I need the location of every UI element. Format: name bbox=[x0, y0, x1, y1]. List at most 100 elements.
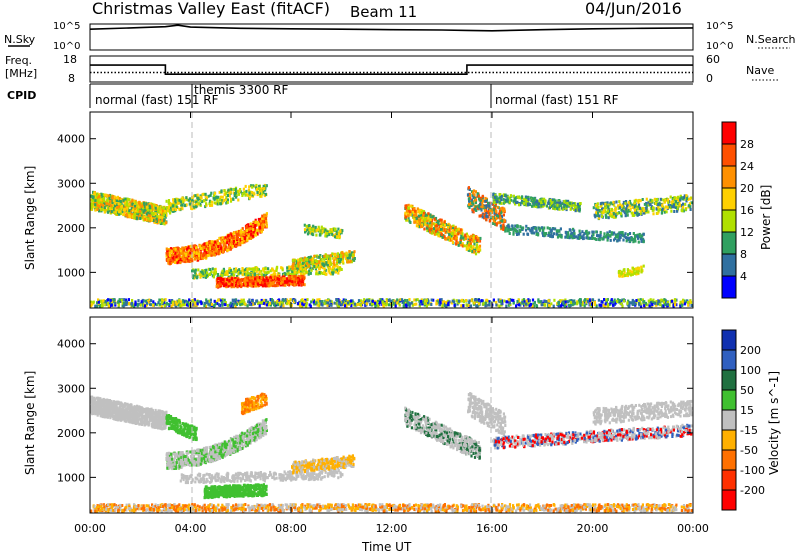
nsky-tick-bottom: 10^0 bbox=[53, 41, 80, 52]
data-cell bbox=[336, 259, 339, 263]
nsearch-label: N.Search bbox=[746, 33, 796, 46]
data-cell bbox=[609, 238, 612, 242]
beam-label: Beam 11 bbox=[350, 3, 417, 21]
data-cell bbox=[250, 225, 253, 229]
data-cell bbox=[337, 232, 340, 236]
data-cell bbox=[235, 269, 238, 273]
data-cell bbox=[108, 193, 112, 197]
data-cell bbox=[219, 278, 222, 282]
data-cell bbox=[435, 226, 438, 230]
data-cell bbox=[569, 228, 572, 232]
data-cell bbox=[238, 229, 241, 233]
data-cell bbox=[108, 196, 111, 200]
data-cell bbox=[291, 283, 294, 287]
data-cell bbox=[621, 204, 624, 208]
data-cell bbox=[144, 218, 147, 221]
data-cell bbox=[437, 230, 440, 234]
data-cell bbox=[126, 209, 130, 212]
nsky-label: N.Sky bbox=[4, 33, 36, 46]
data-cell bbox=[269, 283, 273, 287]
data-cell bbox=[448, 224, 451, 228]
data-cell bbox=[224, 278, 228, 282]
data-cell bbox=[671, 200, 674, 204]
data-cell bbox=[186, 247, 189, 251]
data-cell bbox=[228, 194, 231, 198]
data-cell bbox=[598, 237, 601, 241]
data-cell bbox=[440, 233, 443, 236]
data-cell bbox=[194, 268, 197, 272]
data-cell bbox=[193, 250, 196, 254]
data-cell bbox=[218, 282, 221, 286]
data-cell bbox=[553, 232, 556, 236]
data-cell bbox=[605, 206, 608, 210]
data-cell bbox=[556, 235, 560, 239]
data-cell bbox=[145, 212, 148, 216]
data-cell bbox=[174, 251, 177, 255]
data-cell bbox=[195, 251, 198, 255]
data-cell bbox=[569, 207, 572, 211]
data-cell bbox=[317, 272, 320, 276]
data-cell bbox=[567, 233, 570, 237]
data-cell bbox=[199, 251, 202, 255]
data-cell bbox=[512, 230, 515, 234]
data-cell bbox=[203, 249, 206, 253]
data-cell bbox=[550, 229, 553, 233]
data-cell bbox=[131, 208, 135, 212]
data-cell bbox=[175, 203, 178, 207]
data-cell bbox=[273, 269, 276, 273]
data-cell bbox=[338, 256, 341, 259]
data-cell bbox=[131, 213, 134, 217]
data-cell bbox=[258, 226, 261, 230]
data-cell bbox=[431, 222, 434, 226]
data-cell bbox=[196, 275, 199, 279]
data-cell bbox=[206, 273, 209, 277]
data-cell bbox=[468, 243, 471, 247]
data-cell bbox=[407, 216, 410, 220]
data-cell bbox=[210, 203, 214, 207]
data-cell bbox=[318, 260, 321, 264]
data-cell bbox=[191, 259, 194, 263]
data-cell bbox=[457, 243, 460, 247]
data-cell bbox=[298, 280, 301, 284]
data-cell bbox=[253, 269, 256, 273]
data-cell bbox=[157, 209, 160, 213]
data-cell bbox=[98, 203, 101, 207]
data-cell bbox=[199, 254, 202, 258]
data-cell bbox=[496, 205, 499, 209]
data-cell bbox=[120, 209, 123, 212]
data-cell bbox=[334, 254, 337, 258]
data-cell bbox=[152, 219, 155, 222]
data-cell bbox=[138, 214, 142, 217]
data-cell bbox=[116, 208, 119, 211]
data-cell bbox=[413, 220, 416, 224]
data-cell bbox=[329, 257, 332, 260]
data-cell bbox=[556, 203, 559, 207]
data-cell bbox=[281, 268, 284, 272]
data-cell bbox=[297, 270, 300, 274]
data-cell bbox=[214, 247, 217, 251]
data-cell bbox=[224, 283, 228, 287]
data-cell bbox=[278, 282, 281, 286]
data-cell bbox=[215, 195, 218, 199]
data-cell bbox=[201, 243, 205, 247]
data-cell bbox=[248, 185, 251, 189]
data-cell bbox=[161, 210, 165, 214]
data-cell bbox=[197, 268, 200, 272]
data-cell bbox=[263, 282, 266, 286]
data-cell bbox=[558, 207, 561, 211]
data-cell bbox=[673, 210, 676, 213]
data-cell bbox=[226, 248, 229, 252]
data-cell bbox=[192, 276, 195, 280]
data-cell bbox=[466, 246, 469, 250]
data-cell bbox=[413, 218, 416, 222]
data-cell bbox=[200, 247, 203, 250]
data-cell bbox=[230, 277, 233, 281]
data-cell bbox=[323, 263, 326, 267]
data-cell bbox=[239, 239, 242, 243]
data-cell bbox=[276, 265, 279, 269]
data-cell bbox=[473, 242, 476, 246]
data-cell bbox=[448, 233, 451, 237]
data-cell bbox=[213, 201, 216, 205]
data-cell bbox=[468, 236, 471, 239]
data-cell bbox=[665, 210, 668, 214]
